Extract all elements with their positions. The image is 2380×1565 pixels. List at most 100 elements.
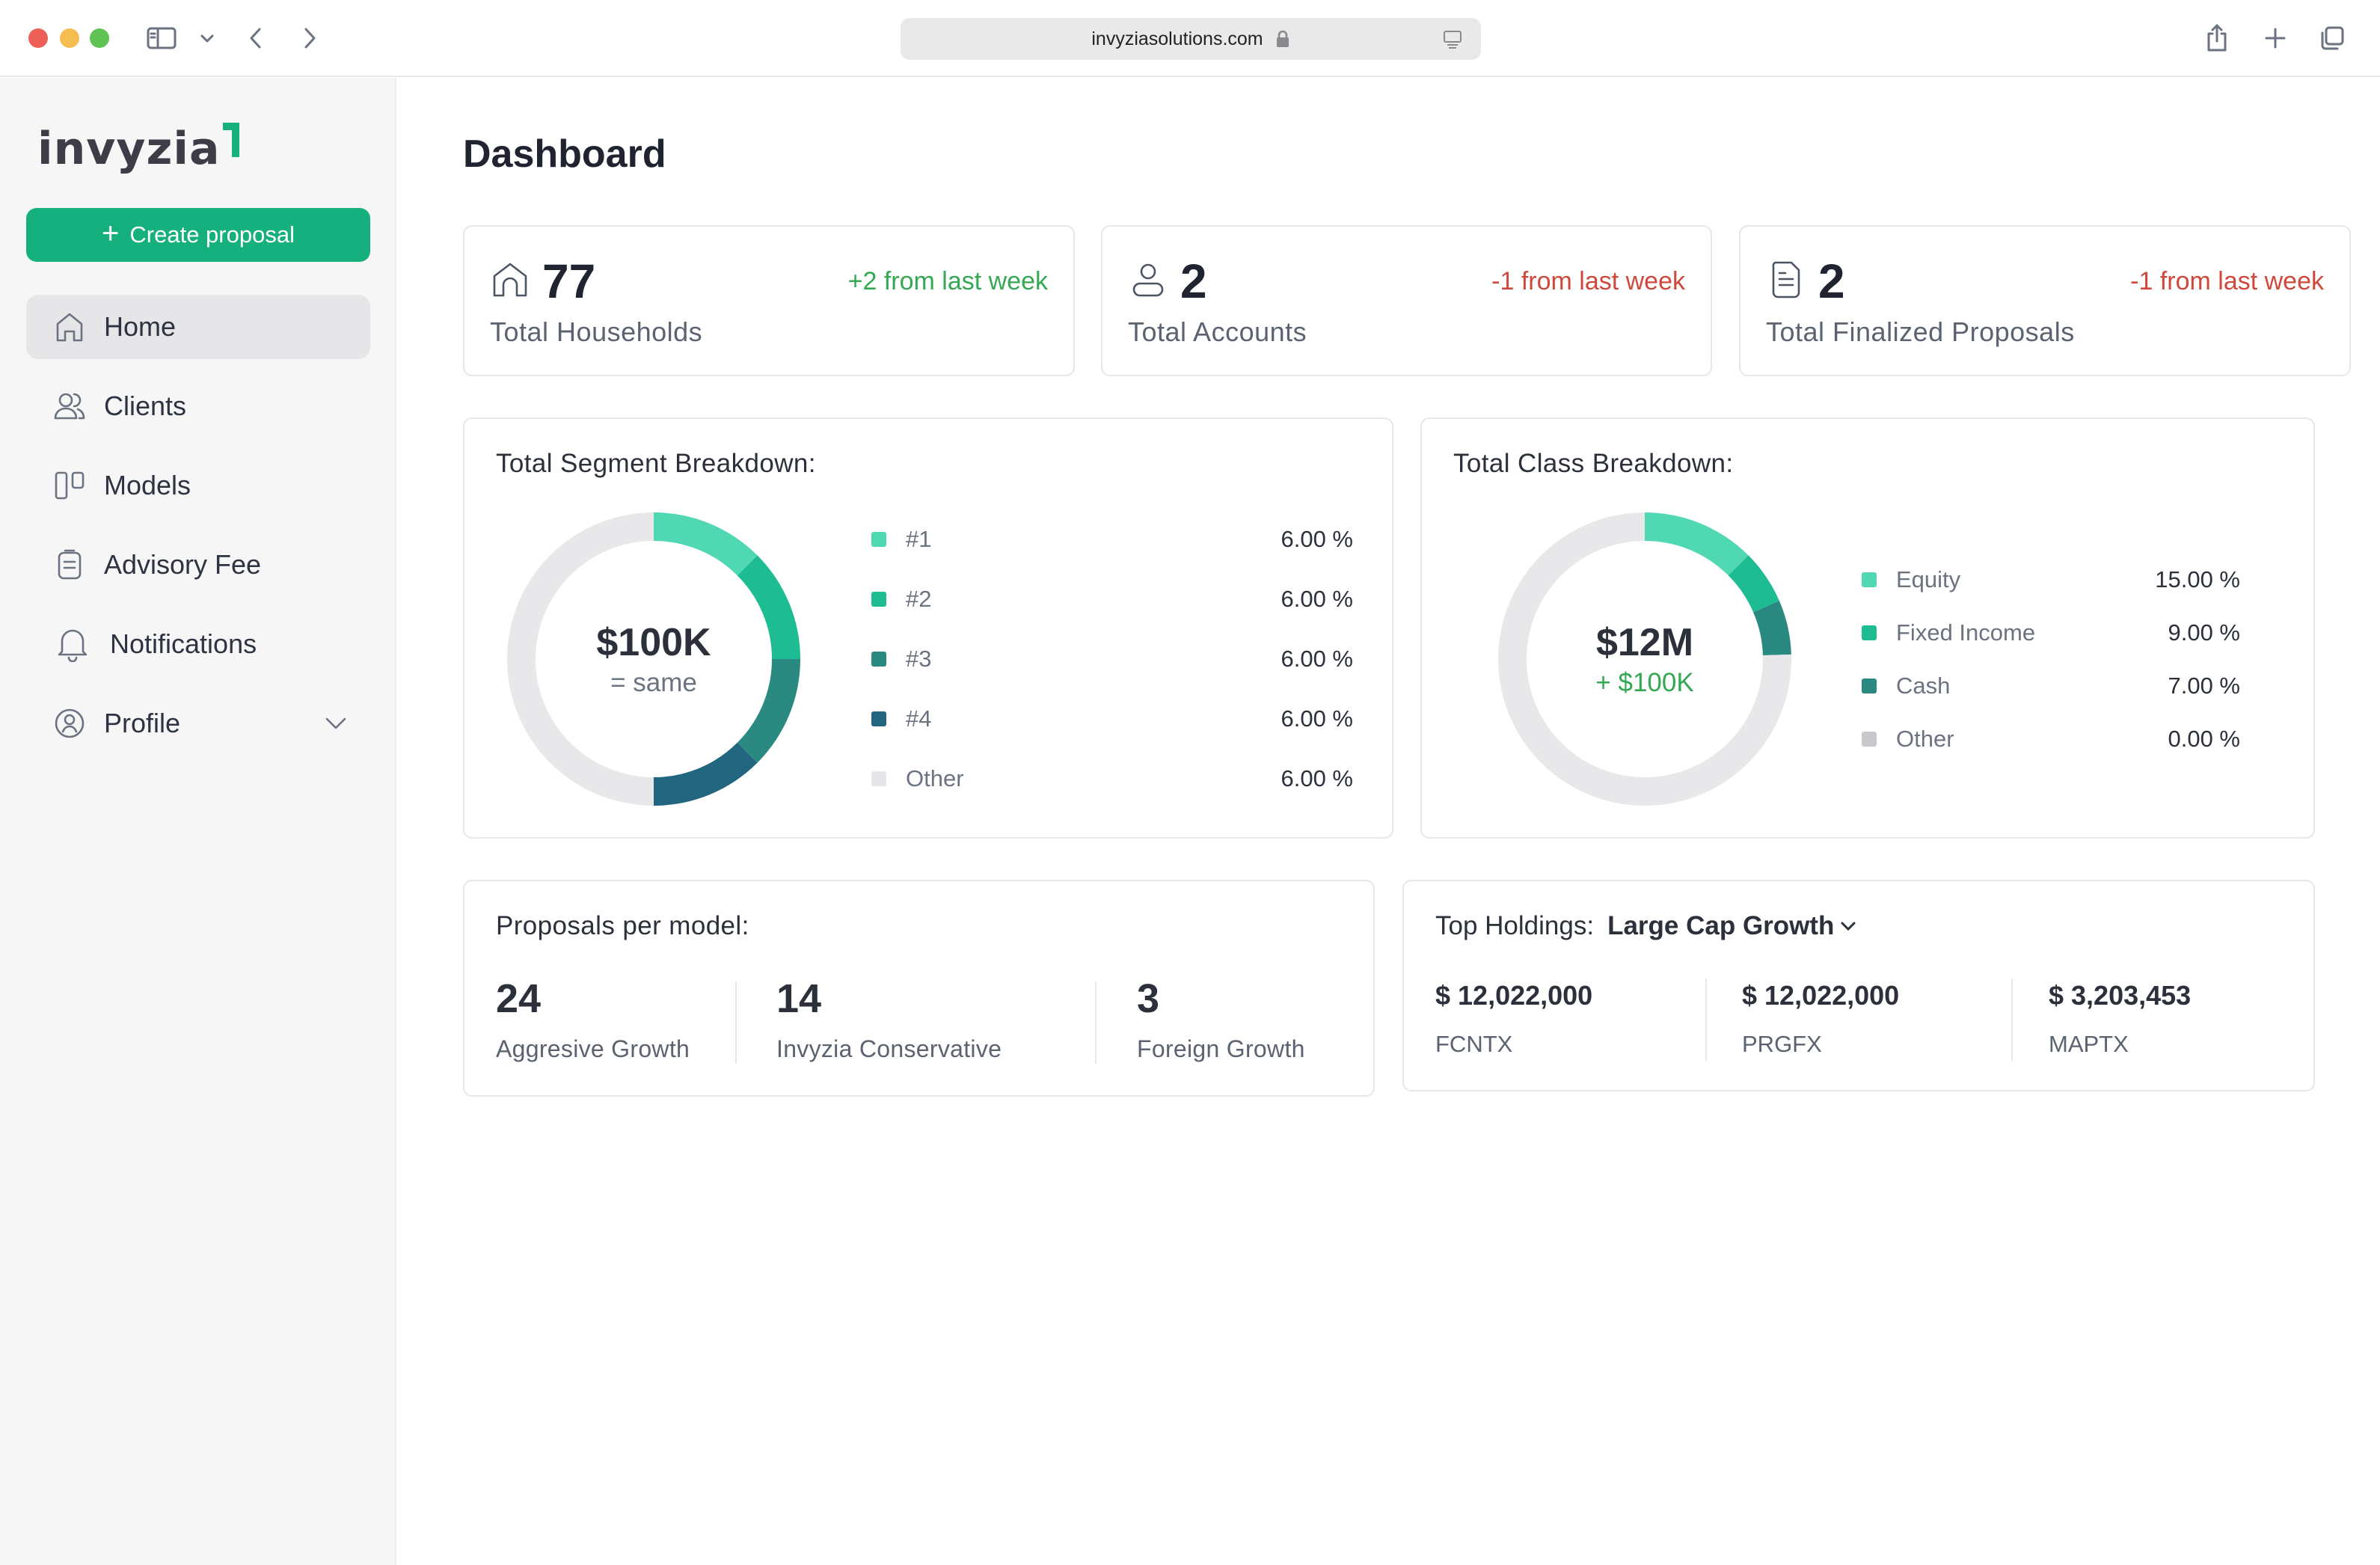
- donut-slice--1[interactable]: [654, 512, 758, 576]
- legend-value: 6.00 %: [1281, 646, 1353, 672]
- segment-donut-chart: [507, 512, 800, 806]
- legend-item: Other: [1862, 720, 1954, 758]
- legend-label: Other: [1896, 726, 1954, 752]
- lock-icon: [1275, 30, 1290, 48]
- minimize-window-button[interactable]: [60, 28, 79, 48]
- stat-label: Total Households: [490, 316, 703, 347]
- holding-item[interactable]: $ 12,022,000 PRGFX: [1742, 980, 1899, 1058]
- sidebar-item-label: Notifications: [110, 628, 257, 659]
- legend-value: 6.00 %: [1281, 705, 1353, 732]
- model-name: Aggresive Growth: [496, 1035, 690, 1062]
- card-title: Total Segment Breakdown:: [496, 449, 816, 478]
- holding-item[interactable]: $ 12,022,000 FCNTX: [1435, 980, 1592, 1058]
- back-arrow-icon[interactable]: [242, 19, 269, 57]
- donut-slice-cash[interactable]: [1753, 601, 1791, 656]
- chevron-down-icon[interactable]: [196, 19, 218, 57]
- legend-swatch: [871, 771, 886, 786]
- sidebar-item-home[interactable]: Home: [26, 295, 370, 359]
- donut-slice-equity[interactable]: [1645, 512, 1749, 576]
- close-window-button[interactable]: [28, 28, 48, 48]
- donut-center: $12M + $100K: [1495, 509, 1794, 809]
- legend-item: #1: [871, 521, 931, 558]
- legend-item: Other: [871, 760, 964, 797]
- model-name: Foreign Growth: [1137, 1035, 1305, 1062]
- sidebar-item-notifications[interactable]: Notifications: [26, 612, 370, 676]
- donut-slice--3[interactable]: [737, 659, 800, 763]
- donut-center: $100K = same: [504, 509, 803, 809]
- invyzia-logo[interactable]: invyzia: [37, 117, 241, 175]
- donut-slice--2[interactable]: [737, 555, 800, 659]
- zoom-window-button[interactable]: [90, 28, 109, 48]
- logo-text: invyzia: [37, 123, 221, 175]
- selected-model: Large Cap Growth: [1607, 911, 1835, 940]
- stat-change: -1 from last week: [2130, 267, 2324, 295]
- legend-swatch: [1862, 732, 1877, 747]
- sidebar-toggle-icon[interactable]: [145, 19, 178, 57]
- chevron-down-icon: [1841, 922, 1856, 931]
- legend-label: Fixed Income: [1896, 619, 2036, 646]
- forward-arrow-icon[interactable]: [296, 19, 323, 57]
- address-bar[interactable]: invyziasolutions.com: [901, 18, 1481, 60]
- holding-item[interactable]: $ 3,203,453 MAPTX: [2049, 980, 2191, 1058]
- chevron-down-icon[interactable]: [324, 716, 348, 731]
- donut-slice--4[interactable]: [654, 742, 758, 806]
- card-title: Top Holdings:: [1435, 911, 1595, 940]
- legend-item: Equity: [1862, 561, 1960, 598]
- stat-value: 2: [1818, 254, 1845, 308]
- legend-label: #2: [906, 586, 932, 612]
- create-proposal-button[interactable]: + Create proposal: [26, 208, 370, 262]
- stat-label: Total Accounts: [1128, 316, 1307, 347]
- user-circle-icon: [55, 708, 85, 738]
- bell-icon: [58, 629, 88, 662]
- divider: [1705, 978, 1707, 1061]
- legend-label: #1: [906, 526, 932, 552]
- reader-icon[interactable]: [1442, 30, 1463, 55]
- donut-change: = same: [610, 668, 697, 697]
- sidebar-item-clients[interactable]: Clients: [26, 374, 370, 438]
- legend-value: 0.00 %: [2168, 726, 2240, 752]
- legend-item: #2: [871, 581, 931, 618]
- page-title: Dashboard: [463, 132, 666, 176]
- legend-swatch: [871, 652, 886, 667]
- sidebar-item-advisory-fee[interactable]: Advisory Fee: [26, 533, 370, 597]
- sidebar-item-profile[interactable]: Profile: [26, 691, 370, 756]
- legend-label: Equity: [1896, 566, 1961, 592]
- users-icon: [54, 393, 85, 420]
- new-tab-icon[interactable]: [2260, 19, 2290, 57]
- class-donut-chart: [1498, 512, 1791, 806]
- card-title: Total Class Breakdown:: [1453, 449, 1734, 478]
- browser-toolbar: invyziasolutions.com: [0, 0, 2380, 77]
- stat-card-proposals: 2 -1 from last week Total Finalized Prop…: [1739, 225, 2351, 376]
- stat-label: Total Finalized Proposals: [1766, 316, 2075, 347]
- holding-amount: $ 3,203,453: [2049, 980, 2192, 1011]
- sidebar-item-label: Clients: [104, 391, 187, 421]
- stat-change: -1 from last week: [1491, 267, 1685, 295]
- donut-slice-fixed-income[interactable]: [1728, 555, 1779, 613]
- legend-label: Other: [906, 765, 964, 791]
- model-name: Invyzia Conservative: [776, 1035, 1002, 1062]
- sidebar-item-models[interactable]: Models: [26, 453, 370, 518]
- sidebar-item-label: Profile: [104, 708, 181, 738]
- model-count-item[interactable]: 14 Invyzia Conservative: [776, 976, 1002, 1063]
- model-count: 24: [496, 976, 542, 1021]
- model-count-item[interactable]: 3 Foreign Growth: [1137, 976, 1305, 1063]
- create-proposal-label: Create proposal: [129, 221, 295, 248]
- tab-overview-icon[interactable]: [2317, 19, 2347, 57]
- donut-slice-other[interactable]: [507, 512, 654, 806]
- columns-icon: [55, 471, 85, 500]
- holding-amount: $ 12,022,000: [1742, 980, 1900, 1011]
- donut-total: $12M: [1595, 621, 1694, 664]
- legend-label: Cash: [1896, 673, 1951, 699]
- model-count-item[interactable]: 24 Aggresive Growth: [496, 976, 690, 1063]
- sidebar-item-label: Advisory Fee: [104, 549, 262, 580]
- segment-breakdown-card: Total Segment Breakdown: $100K = same #1…: [463, 417, 1393, 839]
- holding-amount: $ 12,022,000: [1435, 980, 1593, 1011]
- divider: [1095, 981, 1097, 1064]
- divider: [2011, 978, 2013, 1061]
- legend-item: Cash: [1862, 667, 1950, 705]
- share-icon[interactable]: [2202, 19, 2232, 57]
- sidebar-item-label: Home: [104, 311, 177, 342]
- holding-ticker: PRGFX: [1742, 1031, 1822, 1057]
- model-select-dropdown[interactable]: Large Cap Growth: [1607, 911, 1856, 941]
- legend-value: 6.00 %: [1281, 526, 1353, 552]
